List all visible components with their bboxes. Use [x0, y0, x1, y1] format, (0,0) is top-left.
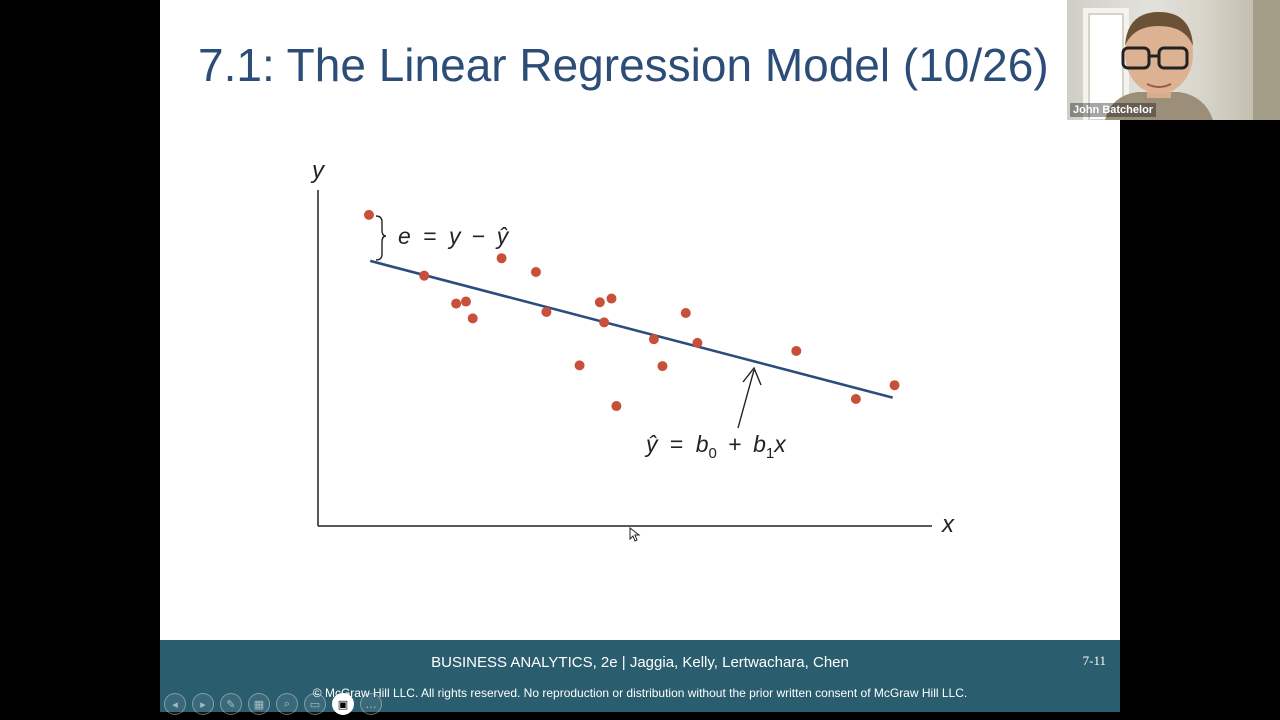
equation-arrow-shaft	[737, 369, 755, 429]
footer-book-credit: BUSINESS ANALYTICS, 2e | Jaggia, Kelly, …	[431, 654, 849, 671]
data-point-10	[594, 297, 605, 308]
zoom-icon: ⌕	[283, 697, 291, 710]
slide-footer: BUSINESS ANALYTICS, 2e | Jaggia, Kelly, …	[160, 640, 1120, 712]
previous-slide-icon: ◂	[172, 697, 178, 711]
pen-icon: ✎	[226, 697, 236, 711]
regression-equation: ŷ = b0 + b1x	[644, 431, 787, 463]
y-axis-label: y	[310, 157, 326, 184]
data-point-2	[419, 270, 430, 281]
data-point-17	[692, 337, 703, 348]
slide: 7.1: The Linear Regression Model (10/26)…	[160, 0, 1120, 712]
data-point-18	[791, 345, 802, 356]
subtitles-button[interactable]: ▭	[304, 693, 326, 715]
data-point-6	[496, 253, 507, 264]
data-point-4	[460, 296, 471, 307]
footer-page-number: 7-11	[1082, 653, 1106, 668]
footer-copyright: © McGraw Hill LLC. All rights reserved. …	[312, 686, 968, 700]
more-icon: …	[365, 697, 377, 711]
data-point-11	[599, 317, 610, 328]
data-point-1	[363, 209, 374, 220]
camera-button[interactable]: ▣	[332, 693, 354, 715]
zoom-button[interactable]: ⌕	[276, 693, 298, 715]
data-point-20	[889, 380, 900, 391]
previous-slide-button[interactable]: ◂	[164, 693, 186, 715]
participant-video-feed-icon	[1083, 0, 1280, 120]
camera-icon: ▣	[337, 697, 349, 711]
residual-formula: e = y − ŷ	[398, 223, 510, 249]
slides-grid-button[interactable]: ▦	[248, 693, 270, 715]
mouse-cursor-icon	[629, 527, 641, 542]
residual-brace	[375, 215, 387, 261]
data-point-12	[606, 293, 617, 304]
slide-title: 7.1: The Linear Regression Model (10/26)	[198, 39, 1049, 91]
data-point-16	[680, 307, 691, 318]
more-button[interactable]: …	[360, 693, 382, 715]
data-point-13	[611, 401, 622, 412]
data-point-5	[467, 313, 478, 324]
slides-grid-icon: ▦	[253, 697, 265, 711]
next-slide-icon: ▸	[200, 697, 206, 711]
data-point-7	[530, 266, 541, 277]
data-point-8	[541, 306, 552, 317]
participant-video[interactable]: John Batchelor	[1067, 0, 1280, 120]
participant-name: John Batchelor	[1070, 103, 1157, 117]
data-point-9	[574, 360, 585, 371]
data-point-19	[850, 393, 861, 404]
data-point-14	[648, 334, 659, 345]
regression-line	[369, 259, 894, 399]
pen-button[interactable]: ✎	[220, 693, 242, 715]
subtitles-icon: ▭	[309, 697, 321, 711]
equation-arrow-head	[742, 366, 762, 386]
next-slide-button[interactable]: ▸	[192, 693, 214, 715]
presentation-controls: ◂ ▸ ✎ ▦ ⌕ ▭ ▣ …	[160, 692, 382, 716]
data-point-15	[657, 361, 668, 372]
data-point-3	[451, 298, 462, 309]
regression-chart: y x e = y − ŷ ŷ = b0 + b1x	[310, 157, 955, 538]
x-axis-label: x	[941, 511, 955, 538]
